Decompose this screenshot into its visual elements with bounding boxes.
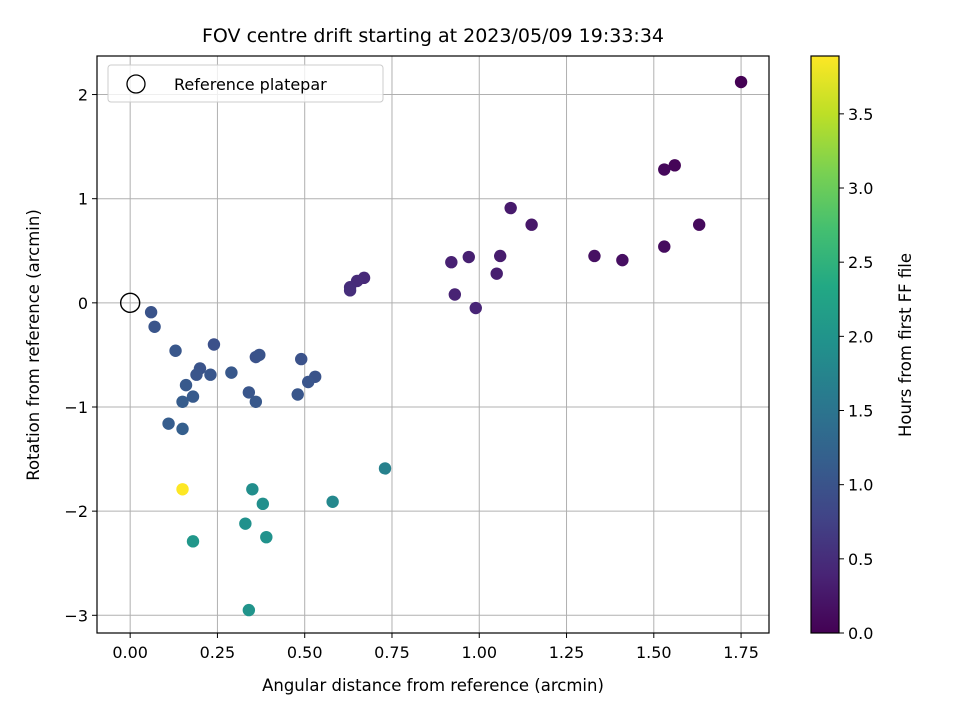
data-point: [658, 163, 671, 176]
data-point: [249, 395, 263, 408]
reference-platepar-marker: [119, 292, 141, 314]
data-point: [242, 386, 256, 399]
data-point: [302, 375, 315, 389]
y-tick-label: 0: [78, 294, 88, 313]
data-point: [445, 256, 458, 269]
data-point: [469, 301, 482, 315]
data-point: [190, 368, 203, 381]
data-point: [343, 284, 357, 297]
data-point: [253, 348, 266, 362]
colorbar-tick-label: 1.0: [848, 476, 873, 495]
x-tick-label: 1.50: [636, 643, 672, 662]
data-point: [207, 338, 221, 351]
data-point: [616, 253, 629, 267]
colorbar-tick-label: 1.5: [848, 402, 873, 421]
data-point: [239, 517, 252, 530]
colorbar-tick-label: 0.0: [848, 624, 873, 643]
x-tick-label: 1.75: [723, 643, 759, 662]
y-tick-label: −3: [64, 606, 88, 625]
data-point: [186, 535, 200, 548]
x-tick-label: 0.00: [112, 643, 148, 662]
y-axis-ticks: −3 −2 −1 0 1 2: [64, 86, 97, 625]
colorbar-tick-label: 3.5: [848, 105, 873, 124]
colorbar-ticks: 0.0 0.5 1.0 1.5 2.0 2.5 3.0 3.5: [839, 105, 873, 643]
data-point: [246, 483, 259, 496]
data-point: [176, 395, 189, 408]
legend-entry-label: Reference platepar: [174, 75, 327, 94]
data-point: [162, 417, 175, 430]
data-point: [462, 250, 475, 264]
data-point: [692, 218, 706, 231]
data-point: [176, 483, 189, 496]
data-point: [494, 249, 507, 263]
data-point: [176, 422, 189, 436]
y-tick-label: 2: [78, 86, 88, 105]
data-point: [242, 603, 256, 617]
data-point: [169, 344, 182, 357]
x-axis-label: Angular distance from reference (arcmin): [262, 676, 604, 695]
data-point: [260, 530, 273, 544]
legend: Reference platepar: [107, 64, 384, 103]
colorbar-tick-label: 2.0: [848, 327, 873, 346]
data-point: [525, 218, 538, 231]
chart-title: FOV centre drift starting at 2023/05/09 …: [202, 25, 664, 47]
data-point: [378, 462, 392, 475]
data-point: [291, 388, 304, 401]
x-tick-label: 1.25: [549, 643, 585, 662]
y-tick-label: −2: [64, 502, 88, 521]
y-tick-label: 1: [78, 190, 88, 209]
colorbar-tick-label: 3.0: [848, 179, 873, 198]
data-point: [204, 368, 217, 381]
data-point: [186, 390, 200, 403]
data-point: [256, 497, 270, 511]
legend-box: [107, 64, 384, 103]
data-point: [179, 378, 193, 392]
colorbar-gradient: [811, 56, 839, 633]
data-point: [504, 201, 517, 215]
y-axis-label: Rotation from reference (arcmin): [24, 209, 43, 481]
data-point: [668, 159, 681, 172]
x-tick-label: 0.25: [200, 643, 236, 662]
data-point: [225, 366, 238, 379]
y-tick-label: −1: [64, 398, 88, 417]
data-point: [658, 240, 671, 253]
colorbar-tick-label: 2.5: [848, 253, 873, 272]
plot-area: [97, 56, 769, 633]
data-points: [144, 75, 748, 617]
legend-marker-icon: [126, 74, 146, 94]
plot-frame: [96, 55, 770, 634]
data-point: [448, 288, 462, 301]
data-point: [326, 495, 339, 508]
colorbar-label: Hours from first FF file: [896, 253, 915, 437]
x-tick-label: 0.75: [374, 643, 410, 662]
data-point: [588, 249, 601, 263]
data-point: [295, 352, 308, 366]
data-point: [144, 306, 158, 319]
reference-marker-layer: [119, 292, 141, 314]
colorbar-tick-label: 0.5: [848, 550, 873, 569]
colorbar: 0.0 0.5 1.0 1.5 2.0 2.5 3.0 3.5 Hours from firs…: [810, 55, 915, 643]
data-point: [734, 75, 748, 89]
colorbar-frame: [810, 55, 840, 634]
data-point: [148, 320, 161, 333]
grid: [97, 56, 769, 633]
x-tick-label: 1.00: [461, 643, 497, 662]
data-point: [490, 267, 503, 280]
x-tick-label: 0.50: [287, 643, 323, 662]
x-axis-ticks: 0.00 0.25 0.50 0.75 1.00 1.25 1.50 1.75: [112, 633, 759, 662]
